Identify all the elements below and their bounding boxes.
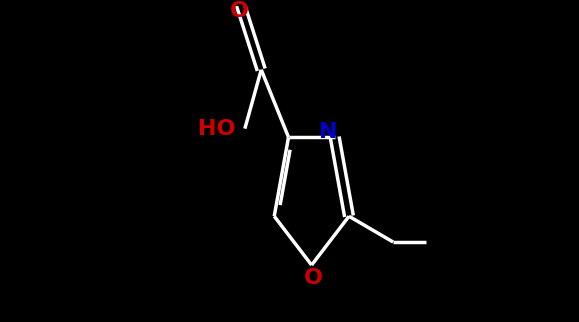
Text: N: N	[319, 122, 338, 143]
Text: HO: HO	[198, 118, 236, 139]
Text: O: O	[304, 268, 323, 288]
Text: O: O	[230, 1, 249, 21]
